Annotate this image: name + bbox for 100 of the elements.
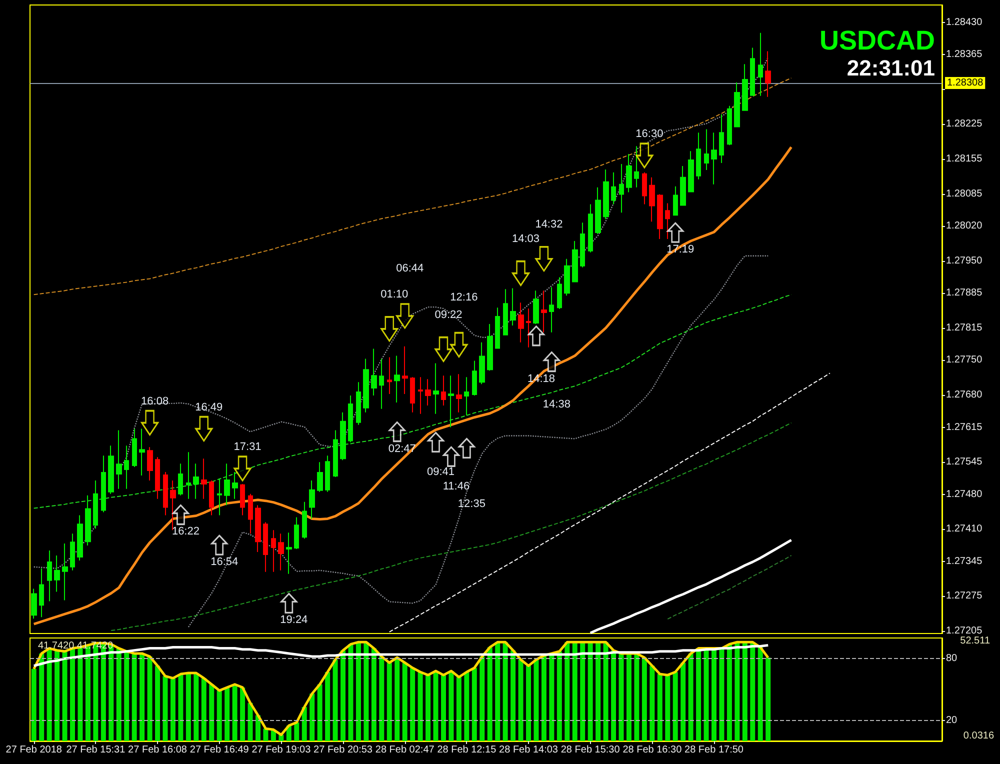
- bar: [502, 642, 508, 741]
- bar: [618, 653, 624, 741]
- candlestick: [116, 430, 122, 490]
- bar: [464, 672, 470, 741]
- candlestick: [541, 290, 547, 333]
- candlestick: [642, 172, 647, 205]
- bar: [448, 670, 454, 741]
- candlestick: [333, 430, 338, 478]
- y-tick-label: 1.28085: [946, 188, 983, 200]
- bar: [39, 653, 44, 741]
- bar: [147, 656, 152, 741]
- bar: [719, 648, 724, 741]
- bar: [712, 648, 716, 741]
- annotation: 12:16: [450, 291, 478, 304]
- bar: [386, 662, 392, 741]
- candlestick: [673, 186, 678, 216]
- bar: [742, 642, 748, 741]
- x-tick-label: 27 Feb 19:03: [252, 744, 312, 756]
- bar: [603, 642, 608, 741]
- bar: [379, 656, 384, 741]
- candlestick: [101, 455, 106, 513]
- candlestick: [139, 428, 145, 476]
- candlestick: [758, 32, 763, 96]
- candlestick: [255, 504, 261, 553]
- candlestick: [93, 480, 98, 530]
- annotation: 16:49: [195, 401, 223, 414]
- candlestick: [201, 458, 207, 500]
- candlestick: [356, 382, 361, 426]
- point: [543, 351, 560, 372]
- x-tick-label: 27 Feb 16:08: [128, 744, 188, 756]
- bar: [132, 653, 137, 741]
- annotation: 14:32: [535, 218, 563, 230]
- annotation: 11:46: [442, 480, 470, 493]
- candlestick: [719, 114, 724, 164]
- annotation: 09:41: [426, 466, 455, 478]
- line-series: [110, 422, 792, 632]
- bar: [456, 677, 462, 741]
- x-tick-label: 27 Feb 15:31: [66, 744, 126, 756]
- bar: [541, 656, 546, 741]
- annotation: 06:44: [396, 262, 424, 275]
- y-tick-label: 1.28365: [946, 49, 983, 60]
- bar: [580, 642, 586, 741]
- bar: [278, 734, 284, 741]
- candlestick: [70, 533, 75, 571]
- candlestick: [580, 222, 585, 268]
- candlestick: [155, 456, 160, 500]
- bar: [317, 684, 322, 741]
- bar: [734, 642, 740, 741]
- annotation: 09:22: [434, 308, 462, 321]
- candlestick: [448, 375, 454, 428]
- candlestick: [193, 463, 199, 500]
- y-tick-label: 1.27205: [946, 626, 983, 636]
- bar: [201, 678, 206, 741]
- bar: [178, 674, 184, 741]
- bar: [310, 694, 315, 741]
- candlestick: [433, 362, 439, 414]
- candlestick: [619, 163, 624, 214]
- text: 22:31:01: [846, 56, 936, 80]
- candlestick: [248, 493, 253, 534]
- text: 52.511: [960, 636, 990, 646]
- point: [458, 438, 475, 458]
- bar: [240, 687, 246, 741]
- x-tick-label: 28 Feb 17:50: [684, 744, 744, 756]
- bar: [46, 648, 52, 741]
- bar: [394, 658, 400, 741]
- candlestick: [634, 146, 639, 188]
- bar: [263, 728, 268, 741]
- candlestick: [704, 128, 709, 170]
- point: [667, 222, 684, 243]
- y-tick-label: 1.27345: [946, 556, 983, 567]
- annotation: 14:38: [542, 398, 570, 411]
- bar: [611, 650, 616, 741]
- bar: [495, 642, 500, 741]
- candlestick: [727, 105, 732, 146]
- candlestick: [163, 472, 168, 516]
- y-tick-label: 1.27750: [946, 354, 983, 366]
- candlestick: [124, 445, 129, 490]
- candlestick: [510, 288, 516, 326]
- bar: [31, 668, 36, 741]
- bar: [162, 676, 168, 741]
- candlestick: [603, 168, 609, 220]
- y-tick-label: 1.27480: [946, 488, 983, 500]
- x-tick-label: 27 Feb 2018: [6, 744, 62, 756]
- annotation: 16:22: [172, 526, 200, 538]
- candlestick: [696, 132, 701, 180]
- candlestick: [549, 286, 554, 333]
- bar: [418, 672, 423, 741]
- candlestick: [394, 355, 400, 403]
- candlestick: [278, 533, 284, 571]
- bar: [665, 675, 670, 741]
- point: [280, 592, 298, 614]
- bar: [224, 687, 230, 741]
- annotation: 41.7420 41.7420: [38, 640, 114, 652]
- bar: [480, 656, 485, 741]
- candlestick: [77, 514, 83, 561]
- point: [528, 326, 544, 346]
- point: [172, 504, 189, 525]
- annotation: 12:35: [458, 498, 486, 510]
- candlestick: [464, 376, 469, 416]
- candlestick: [379, 358, 384, 410]
